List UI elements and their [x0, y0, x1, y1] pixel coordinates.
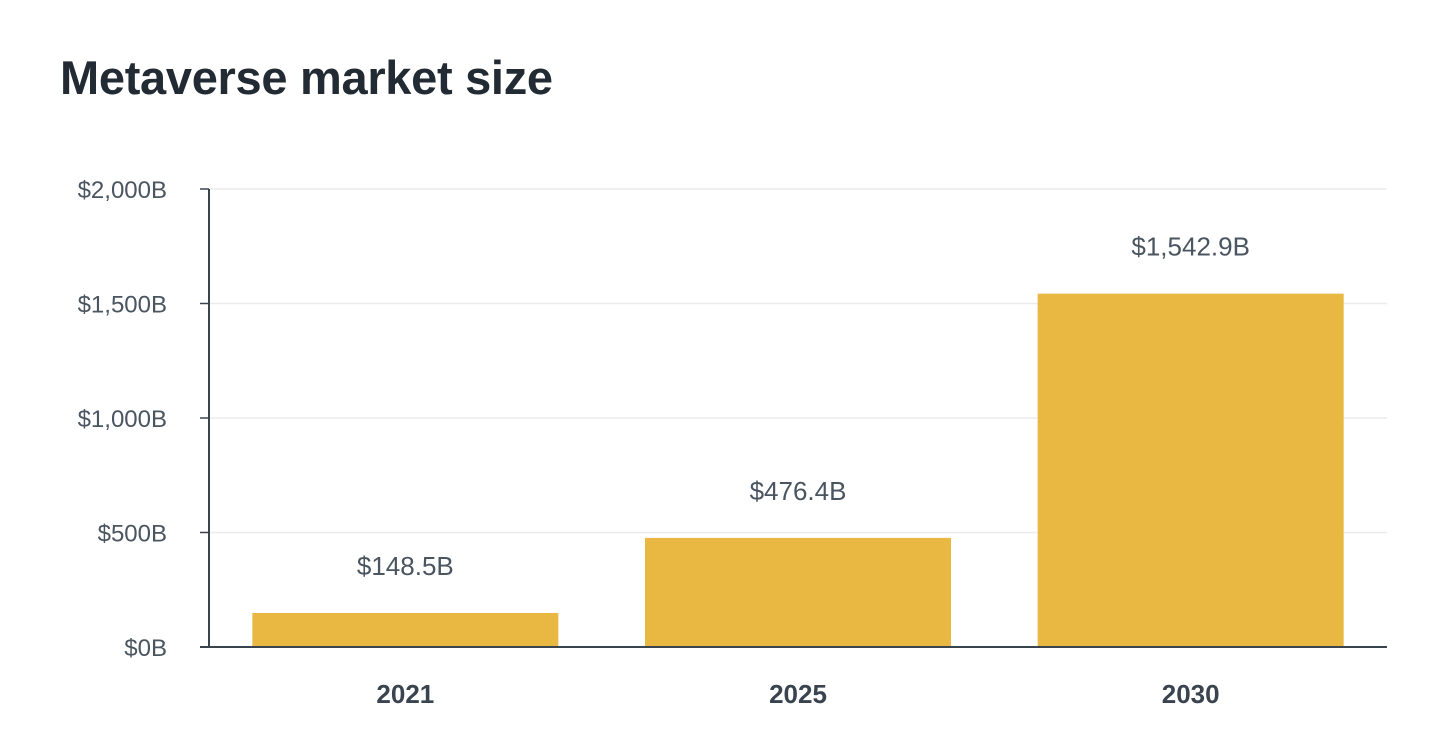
bar-2030 — [1037, 293, 1344, 647]
y-tick-label: $1,000B — [78, 406, 167, 433]
y-tick-label: $0B — [124, 635, 167, 662]
x-tick-label: 2030 — [1162, 679, 1220, 709]
bar-2025 — [645, 537, 951, 647]
data-label: $1,542.9B — [1131, 232, 1250, 262]
y-tick-label: $1,500B — [78, 292, 167, 319]
bar-2021 — [252, 612, 559, 647]
x-tick-label: 2021 — [376, 679, 434, 709]
data-label: $476.4B — [750, 476, 847, 506]
x-tick-label: 2025 — [769, 679, 827, 709]
data-label: $148.5B — [357, 551, 454, 581]
y-tick-label: $500B — [98, 521, 167, 548]
y-tick-label: $2,000B — [78, 177, 167, 204]
chart-title: Metaverse market size — [60, 51, 553, 104]
